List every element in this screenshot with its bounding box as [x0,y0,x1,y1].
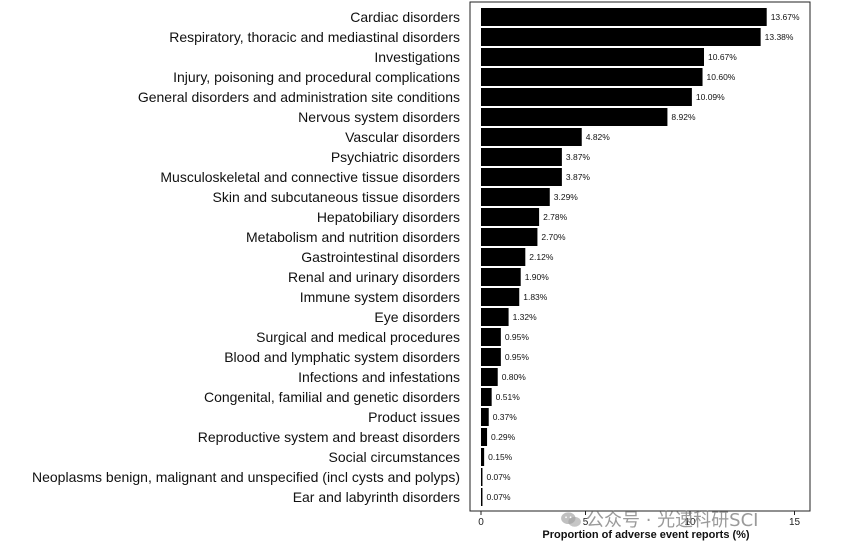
bar [481,208,540,226]
bar [481,488,483,506]
bar [481,388,492,406]
category-label: Skin and subcutaneous tissue disorders [213,189,460,205]
bar [481,68,703,86]
category-label: Renal and urinary disorders [288,269,460,285]
bar [481,88,692,106]
value-label: 3.29% [554,192,579,202]
bar [481,428,488,446]
category-label: Metabolism and nutrition disorders [246,229,460,245]
value-label: 8.92% [671,112,696,122]
category-label: Neoplasms benign, malignant and unspecif… [32,469,460,485]
value-label: 3.87% [566,152,591,162]
bar [481,408,489,426]
x-tick-label: 15 [789,517,801,528]
value-label: 1.83% [523,292,548,302]
bar [481,108,668,126]
watermark-text: 公众号 · 光速科研SCI [586,510,759,531]
value-label: 2.12% [529,252,554,262]
category-label: Cardiac disorders [350,9,460,25]
value-label: 2.70% [541,232,566,242]
value-label: 1.90% [525,272,550,282]
bar [481,188,550,206]
value-label: 0.95% [505,352,530,362]
value-labels: 13.67% 13.38% 10.67% 10.60% 10.09%8.92% 4.82%… [486,12,800,502]
bar [481,308,509,326]
value-label: 13.38% [765,32,794,42]
bar [481,368,498,386]
category-label: Infections and infestations [298,369,460,385]
value-label: 10.67% [708,52,737,62]
x-axis-title: Proportion of adverse event reports (%) [542,529,750,541]
category-label: Product issues [368,409,460,425]
bar [481,288,520,306]
category-label: Injury, poisoning and procedural complic… [173,69,460,85]
category-label: Investigations [374,49,460,65]
category-label: Ear and labyrinth disorders [293,489,460,505]
value-label: 3.87% [566,172,591,182]
category-label: Surgical and medical procedures [256,329,460,345]
bar [481,168,562,186]
bar [481,328,501,346]
category-label: Social circumstances [329,449,461,465]
watermark: 公众号 · 光速科研SCI [560,506,758,532]
plot-panel-border [469,1,811,512]
category-labels: Cardiac disorders Respiratory, thoracic a… [32,9,460,505]
x-axis-ticks: 0 5 10 15 [478,511,800,528]
value-label: 0.29% [491,432,516,442]
category-label: Respiratory, thoracic and mediastinal di… [169,29,460,45]
category-label: Blood and lymphatic system disorders [224,349,460,365]
x-tick-label: 5 [583,517,589,528]
x-tick-label: 10 [684,517,696,528]
category-label: Reproductive system and breast disorders [198,429,460,445]
bar [481,148,562,166]
category-label: Nervous system disorders [298,109,460,125]
wechat-icon [561,512,581,527]
value-label: 10.60% [707,72,736,82]
category-label: General disorders and administration sit… [138,89,460,105]
value-label: 13.67% [771,12,800,22]
value-label: 2.78% [543,212,568,222]
bar [481,248,526,266]
category-label: Psychiatric disorders [331,149,460,165]
category-label: Hepatobiliary disorders [317,209,460,225]
bar [481,28,761,46]
value-label: 0.15% [488,452,513,462]
category-label: Vascular disorders [345,129,460,145]
bar [481,128,582,146]
value-label: 0.37% [493,412,518,422]
bar [481,48,705,66]
bar [481,268,521,286]
bar [481,8,767,26]
bar [481,448,485,466]
value-label: 0.07% [486,472,511,482]
value-label: 0.07% [486,492,511,502]
bar [481,348,501,366]
value-label: 1.32% [513,312,538,322]
category-label: Musculoskeletal and connective tissue di… [160,169,460,185]
category-label: Eye disorders [374,309,460,325]
value-label: 0.95% [505,332,530,342]
bars-layer [481,8,767,506]
x-tick-label: 0 [478,517,484,528]
category-label: Congenital, familial and genetic disorde… [204,389,460,405]
bar [481,468,483,486]
value-label: 0.80% [502,372,527,382]
value-label: 0.51% [496,392,521,402]
category-label: Immune system disorders [300,289,460,305]
value-label: 10.09% [696,92,725,102]
value-label: 4.82% [586,132,611,142]
category-label: Gastrointestinal disorders [301,249,460,265]
bar [481,228,538,246]
